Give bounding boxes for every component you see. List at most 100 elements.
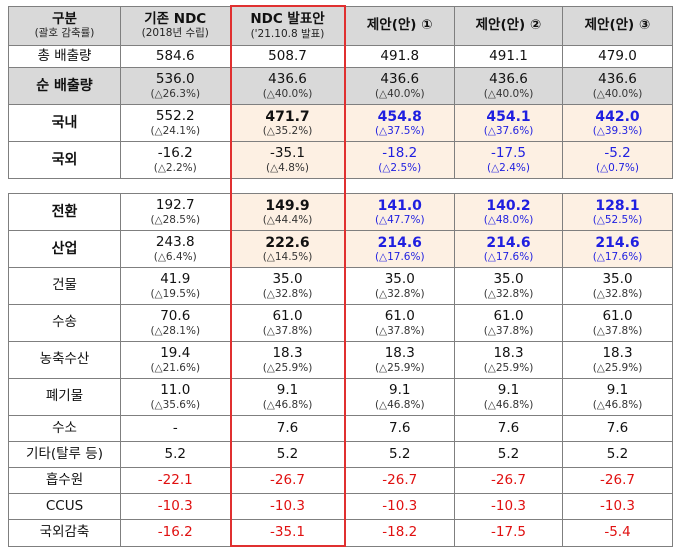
cell-value: 479.0 (562, 45, 673, 68)
row-label: 총 배출량 (8, 45, 121, 68)
cell-rate: (△28.1%) (150, 324, 201, 337)
cell-rate: (△17.6%) (374, 251, 425, 264)
row-label: 산업 (8, 230, 121, 268)
cell-rate: (△37.8%) (592, 324, 643, 337)
cell-rate: (△25.9%) (262, 361, 313, 374)
cell-value: 7.6 (562, 415, 673, 442)
row-hydrogen: 수소 - 7.6 7.6 7.6 7.6 (8, 415, 673, 442)
cell-value: -18.2 (382, 145, 418, 162)
cell-rate: (△37.8%) (262, 324, 313, 337)
cell-value: -16.2 (120, 519, 231, 547)
cell-rate: (△19.5%) (150, 287, 201, 300)
header-ndc-label: NDC 발표안 (250, 11, 325, 28)
row-overseas: 국외 -16.2 (△2.2%) -35.1 (△4.8%) -18.2 (△2.5%… (8, 141, 673, 179)
cell-value: -5.2 (604, 145, 631, 162)
cell-rate: (△48.0%) (483, 214, 534, 227)
cell: -17.5 (△2.4%) (454, 141, 563, 179)
cell-rate: (△46.8%) (483, 398, 534, 411)
ndc-table-wrapper: 구분 (괄호 감축률) 기존 NDC (2018년 수립) NDC 발표안 ('… (8, 5, 673, 547)
header-category-sub: (괄호 감축률) (34, 27, 95, 40)
cell-rate: (△6.4%) (153, 250, 197, 263)
cell-rate: (△52.5%) (592, 214, 643, 227)
cell-value: 222.6 (265, 234, 310, 251)
cell-value: -35.1 (229, 519, 346, 547)
cell-value: 552.2 (155, 108, 195, 125)
cell-rate: (△25.9%) (374, 361, 425, 374)
cell-value: -17.5 (454, 519, 563, 547)
cell-rate: (△21.6%) (150, 361, 201, 374)
row-domestic: 국내 552.2 (△24.1%) 471.7 (△35.2%) 454.8 (△37… (8, 104, 673, 142)
cell-rate: (△4.8%) (266, 161, 309, 174)
header-proposal-3: 제안(안) ③ (562, 5, 673, 46)
row-power: 전환 192.7 (△28.5%) 149.9 (△44.4%) 141.0 (△47… (8, 193, 673, 231)
cell-value: 9.1 (276, 382, 299, 399)
cell-value: -16.2 (157, 145, 193, 162)
cell: 18.3 (△25.9%) (344, 341, 455, 379)
header-proposal-2-label: 제안(안) ② (475, 16, 542, 33)
cell-value: -18.2 (344, 519, 455, 547)
cell-rate: (△46.8%) (262, 398, 313, 411)
cell-value: - (120, 415, 231, 442)
cell: 9.1 (△46.8%) (229, 378, 346, 416)
cell: -5.2 (△0.7%) (562, 141, 673, 179)
cell: 214.6 (△17.6%) (562, 230, 673, 268)
cell-value: 436.6 (598, 71, 637, 88)
cell-value: 61.0 (384, 308, 415, 325)
cell-value: 214.6 (377, 234, 422, 251)
row-offset: 국외감축 -16.2 -35.1 -18.2 -17.5 -5.4 (8, 519, 673, 547)
cell-rate: (△0.7%) (596, 161, 639, 174)
cell-rate: (△40.0%) (262, 87, 313, 100)
cell-value: 491.8 (344, 45, 455, 68)
row-net: 순 배출량 536.0 (△26.3%) 436.6 (△40.0%) 436.6(… (8, 67, 673, 105)
cell-value: 35.0 (493, 271, 524, 288)
cell-rate: (△25.9%) (592, 361, 643, 374)
row-label: 국내 (8, 104, 121, 142)
row-label: 수소 (8, 415, 121, 442)
row-label: 국외감축 (8, 519, 121, 547)
cell-value: 192.7 (155, 197, 195, 214)
cell: 9.1 (△46.8%) (454, 378, 563, 416)
cell-value: 7.6 (229, 415, 346, 442)
row-label: 수송 (8, 304, 121, 342)
row-ccus: CCUS -10.3 -10.3 -10.3 -10.3 -10.3 (8, 493, 673, 520)
cell-value: 70.6 (160, 308, 191, 325)
cell-value: 18.3 (384, 345, 415, 362)
row-building: 건물 41.9 (△19.5%) 35.0 (△32.8%) 35.0 (△32.8%… (8, 267, 673, 305)
row-label: CCUS (8, 493, 121, 520)
cell-value: 5.2 (454, 441, 563, 468)
cell-value: -35.1 (270, 145, 305, 162)
header-category-label: 구분 (52, 10, 77, 27)
cell-value: 18.3 (602, 345, 633, 362)
cell-value: -10.3 (120, 493, 231, 520)
cell-value: 5.2 (344, 441, 455, 468)
cell: 436.6 (△40.0%) (454, 67, 563, 105)
cell-rate: (△44.4%) (262, 214, 313, 227)
header-proposal-3-label: 제안(안) ③ (584, 16, 651, 33)
cell: 214.6 (△17.6%) (454, 230, 563, 268)
cell-value: 454.8 (377, 108, 422, 125)
cell-value: 41.9 (160, 271, 191, 288)
cell-rate: (△37.6%) (483, 125, 534, 138)
header-ndc-sub: ('21.10.8 발표) (250, 27, 325, 40)
row-label: 흡수원 (8, 467, 121, 494)
cell: 18.3 (△25.9%) (454, 341, 563, 379)
cell-value: 35.0 (384, 271, 415, 288)
cell-value: 214.6 (595, 234, 640, 251)
row-sink: 흡수원 -22.1 -26.7 -26.7 -26.7 -26.7 (8, 467, 673, 494)
spacer-cell (562, 178, 673, 194)
cell: 9.1 (△46.8%) (344, 378, 455, 416)
cell: 141.0 (△47.7%) (344, 193, 455, 231)
cell: 11.0 (△35.6%) (120, 378, 231, 416)
cell-rate: (△40.0%) (374, 87, 425, 100)
header-category: 구분 (괄호 감축률) (8, 5, 121, 46)
row-agri: 농축수산 19.4 (△21.6%) 18.3 (△25.9%) 18.3 (△25.… (8, 341, 673, 379)
cell-value: 140.2 (486, 197, 531, 214)
row-label: 순 배출량 (8, 67, 121, 105)
cell-rate: (△28.5%) (150, 213, 201, 226)
cell-rate: (△17.6%) (592, 251, 643, 264)
cell-value: 19.4 (160, 345, 191, 362)
cell-rate: (△2.5%) (378, 161, 422, 174)
cell: 18.3 (△25.9%) (229, 341, 346, 379)
header-row: 구분 (괄호 감축률) 기존 NDC (2018년 수립) NDC 발표안 ('… (8, 5, 673, 46)
cell-rate: (△47.7%) (374, 214, 425, 227)
